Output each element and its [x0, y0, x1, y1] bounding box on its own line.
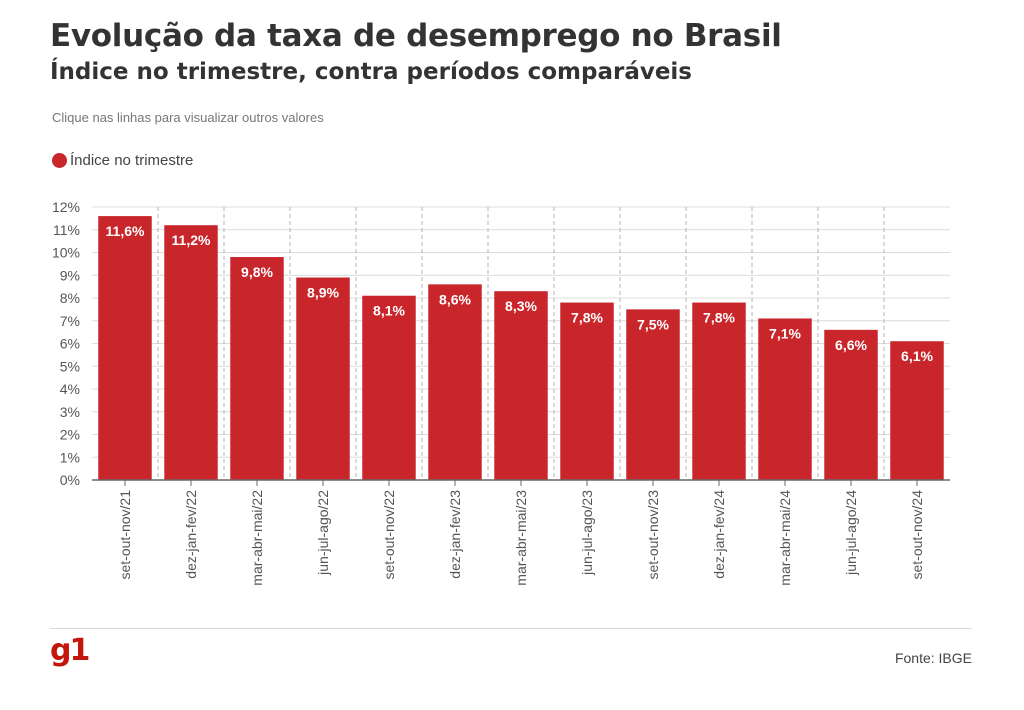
x-tick-label: set-out-nov/21	[117, 490, 133, 580]
x-tick-label: dez-jan-fev/23	[447, 490, 463, 579]
y-tick-label: 5%	[60, 358, 80, 374]
bar-value-label: 8,6%	[439, 291, 471, 307]
x-tick-label: mar-abr-mai/24	[777, 490, 793, 586]
x-tick-label: set-out-nov/23	[645, 490, 661, 580]
y-tick-label: 8%	[60, 290, 80, 306]
bar-value-label: 8,1%	[373, 303, 405, 319]
y-tick-label: 1%	[60, 449, 80, 465]
legend-swatch	[52, 153, 67, 168]
x-tick-label: jun-jul-ago/24	[843, 490, 859, 576]
legend-label: Índice no trimestre	[70, 152, 194, 169]
x-tick-label: set-out-nov/22	[381, 490, 397, 580]
bar-value-label: 7,8%	[571, 310, 603, 326]
y-tick-label: 3%	[60, 404, 80, 420]
y-tick-label: 12%	[52, 199, 80, 215]
bar[interactable]	[164, 225, 218, 480]
bar-value-label: 8,3%	[505, 298, 537, 314]
bar[interactable]	[626, 309, 680, 480]
bar[interactable]	[890, 341, 944, 480]
y-tick-label: 11%	[53, 222, 80, 238]
bar-value-label: 6,1%	[901, 348, 933, 364]
y-tick-label: 2%	[60, 427, 80, 443]
g1-logo: g1	[50, 633, 90, 668]
bar-value-label: 8,9%	[307, 285, 339, 301]
y-tick-label: 10%	[52, 245, 80, 261]
x-tick-label: mar-abr-mai/23	[513, 490, 529, 586]
bar[interactable]	[758, 318, 812, 480]
y-tick-label: 4%	[60, 381, 80, 397]
source-credit: Fonte: IBGE	[894, 650, 972, 666]
x-tick-label: set-out-nov/24	[909, 490, 925, 580]
bar-value-label: 7,1%	[769, 325, 801, 341]
bar-value-label: 7,5%	[637, 316, 669, 332]
y-tick-label: 9%	[60, 267, 80, 283]
bar-value-label: 11,6%	[106, 223, 145, 239]
x-tick-label: dez-jan-fev/22	[183, 490, 199, 579]
bar[interactable]	[230, 257, 284, 480]
bar[interactable]	[824, 329, 878, 480]
x-tick-label: jun-jul-ago/23	[579, 490, 595, 576]
bar-value-label: 6,6%	[835, 337, 867, 353]
x-tick-label: dez-jan-fev/24	[711, 490, 727, 579]
x-tick-label: mar-abr-mai/22	[249, 490, 265, 586]
bar-chart: 0% 1% 2% 3% 4% 5% 6% 7% 8% 9% 10% 11% 12% 11,6% 11,2% 9…	[52, 199, 950, 586]
chart-subtitle: Índice no trimestre, contra períodos com…	[50, 59, 693, 85]
y-tick-label: 6%	[60, 336, 80, 352]
instruction-note: Clique nas linhas para visualizar outros…	[52, 110, 324, 125]
y-tick-label: 7%	[60, 313, 80, 329]
bar[interactable]	[362, 295, 416, 480]
bar-value-label: 9,8%	[241, 264, 273, 280]
bar[interactable]	[692, 302, 746, 480]
bar[interactable]	[428, 284, 482, 480]
bar-value-label: 7,8%	[703, 310, 735, 326]
x-tick-label: jun-jul-ago/22	[315, 490, 331, 576]
bar-value-label: 11,2%	[172, 232, 211, 248]
bar[interactable]	[98, 216, 152, 480]
chart-title: Evolução da taxa de desemprego no Brasil	[50, 18, 782, 54]
y-tick-label: 0%	[60, 472, 80, 488]
bar[interactable]	[560, 302, 614, 480]
bar[interactable]	[494, 291, 548, 480]
footer-divider	[50, 628, 972, 629]
legend[interactable]: Índice no trimestre	[52, 152, 193, 169]
bar[interactable]	[296, 277, 350, 480]
